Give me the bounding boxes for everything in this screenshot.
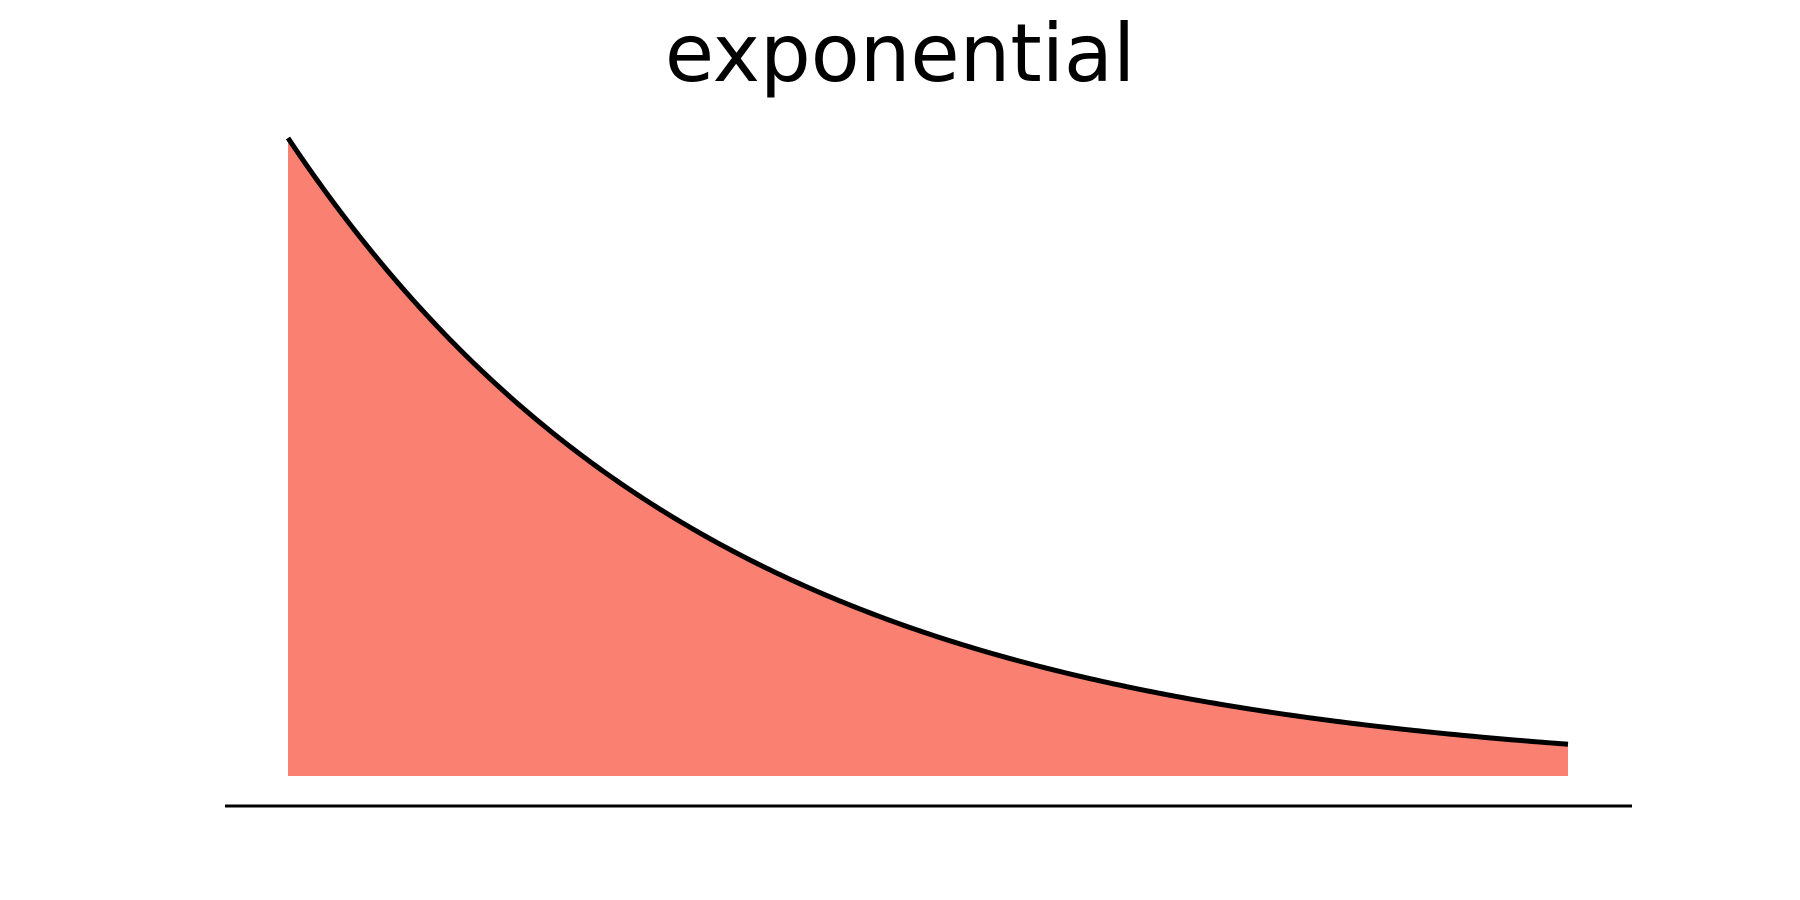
area-fill: [288, 138, 1568, 776]
chart-title: exponential: [664, 7, 1136, 100]
series-line: [285, 136, 1569, 747]
